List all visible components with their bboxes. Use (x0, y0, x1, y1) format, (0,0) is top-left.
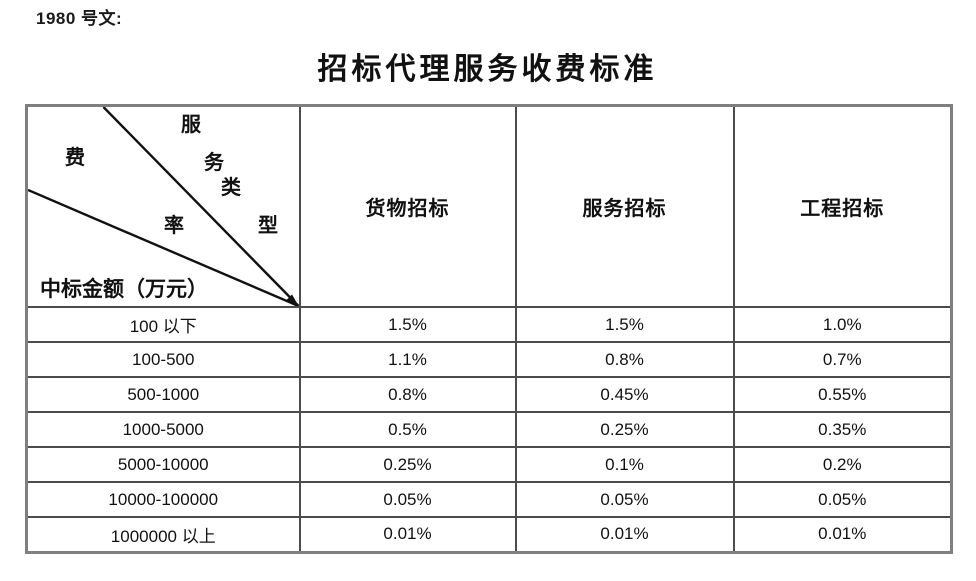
rate-cell: 0.25% (514, 411, 735, 448)
rate-cell: 1.5% (514, 306, 735, 343)
rate-cell: 1.1% (298, 341, 517, 378)
corner-diagonal-box: 服 费 务 类 率 型 中标金额（万元） (28, 107, 298, 306)
rate-cell: 0.05% (732, 481, 953, 518)
corner-service-type-char: 型 (258, 215, 278, 237)
table-row: 5000-10000 0.25% 0.1% 0.2% (25, 446, 953, 483)
amount-range-cell: 1000-5000 (25, 411, 301, 448)
fee-standard-table: 服 费 务 类 率 型 中标金额（万元） 货物招标 服务招标 工程招标 100 … (25, 104, 953, 554)
col-header-services: 服务招标 (514, 104, 735, 308)
rate-cell: 1.5% (298, 306, 517, 343)
corner-service-type-char: 类 (221, 177, 241, 199)
header-row: 服 费 务 类 率 型 中标金额（万元） 货物招标 服务招标 工程招标 (25, 104, 953, 308)
rate-cell: 0.35% (732, 411, 953, 448)
table-row: 500-1000 0.8% 0.45% 0.55% (25, 376, 953, 413)
rate-cell: 0.05% (298, 481, 517, 518)
amount-range-cell: 1000000 以上 (25, 516, 301, 553)
table-row: 10000-100000 0.05% 0.05% 0.05% (25, 481, 953, 518)
rate-cell: 0.45% (514, 376, 735, 413)
rate-cell: 0.8% (514, 341, 735, 378)
rate-cell: 0.7% (732, 341, 953, 378)
table-row: 100-500 1.1% 0.8% 0.7% (25, 341, 953, 378)
rate-cell: 0.5% (298, 411, 517, 448)
rate-cell: 1.0% (732, 306, 953, 343)
rate-cell: 0.05% (514, 481, 735, 518)
col-header-engineering: 工程招标 (732, 104, 953, 308)
page-title: 招标代理服务收费标准 (317, 53, 658, 86)
amount-range-cell: 10000-100000 (25, 481, 301, 518)
rate-cell: 0.8% (298, 376, 517, 413)
table-row: 1000-5000 0.5% 0.25% 0.35% (25, 411, 953, 448)
rate-cell: 0.01% (514, 516, 735, 553)
corner-header-cell: 服 费 务 类 率 型 中标金额（万元） (25, 104, 301, 308)
rate-cell: 0.01% (732, 516, 953, 553)
col-header-goods: 货物招标 (298, 104, 517, 308)
rate-cell: 0.1% (514, 446, 735, 483)
corner-fee-rate-char: 率 (164, 215, 184, 237)
doc-number-label: 1980 号文: (36, 9, 123, 28)
amount-range-cell: 100-500 (25, 341, 301, 378)
rate-cell: 0.01% (298, 516, 517, 553)
rate-cell: 0.2% (732, 446, 953, 483)
table-row: 1000000 以上 0.01% 0.01% 0.01% (25, 516, 953, 553)
amount-range-cell: 500-1000 (25, 376, 301, 413)
corner-fee-rate-char: 费 (65, 147, 85, 169)
amount-axis-label: 中标金额（万元） (40, 277, 208, 301)
table-row: 100 以下 1.5% 1.5% 1.0% (25, 306, 953, 343)
corner-service-type-char: 服 (181, 114, 201, 136)
rate-cell: 0.55% (732, 376, 953, 413)
rate-cell: 0.25% (298, 446, 517, 483)
amount-range-cell: 5000-10000 (25, 446, 301, 483)
diagonal-lines-icon (28, 107, 298, 306)
amount-range-cell: 100 以下 (25, 306, 301, 343)
corner-service-type-char: 务 (204, 152, 224, 174)
